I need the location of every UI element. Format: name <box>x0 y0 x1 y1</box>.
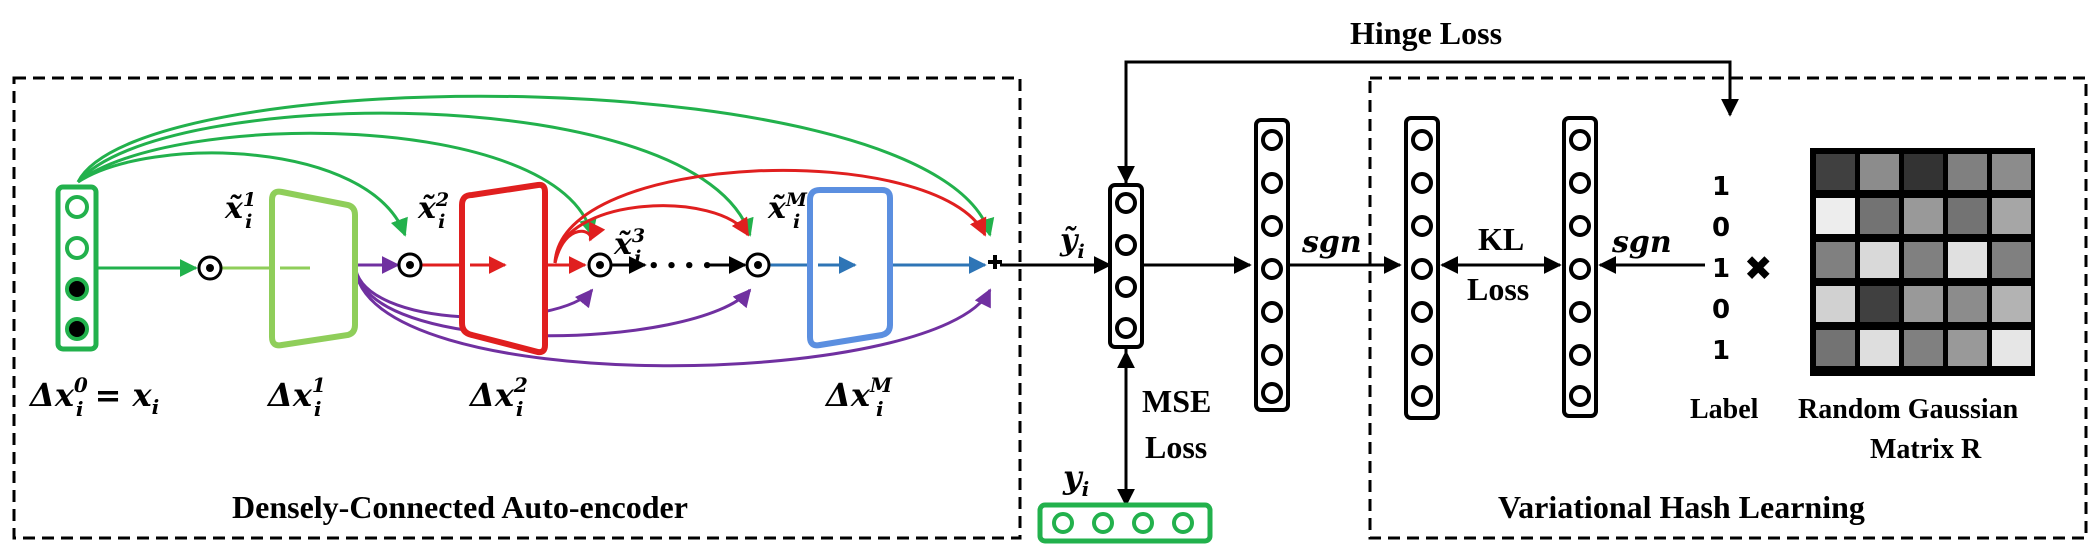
dx0-label: Δx0 i = xi <box>28 373 159 421</box>
matrix-cell <box>1948 286 1987 322</box>
dx1-label: Δx1 i <box>266 373 326 421</box>
dense-autoencoder-frame <box>12 76 1022 540</box>
xt3-label: x̃3 i <box>613 225 645 269</box>
ellipsis-dots: • • • • <box>648 256 713 277</box>
ytilde-label: ỹi <box>1059 223 1085 263</box>
matrix-cell <box>1860 154 1899 190</box>
label-bit: 0 <box>1712 213 1730 243</box>
gaussian-matrix <box>1810 148 2035 376</box>
mse-loss-label-2: Loss <box>1145 429 1207 465</box>
sgn-label-left: sgn <box>1301 225 1362 260</box>
matrix-cell <box>1904 286 1943 322</box>
layer1-skip-connections <box>353 264 992 368</box>
matrix-cell <box>1904 198 1943 234</box>
label-bits: 1 0 1 0 1 <box>1712 172 1730 366</box>
yi-label: yi <box>1062 458 1089 501</box>
matrix-cell <box>1816 286 1855 322</box>
odot-node-M <box>745 252 771 278</box>
target-vector <box>1037 502 1213 544</box>
kl-loss-label-1: KL <box>1478 221 1524 257</box>
input-skip-connections <box>76 94 995 237</box>
sgn-label-right: sgn <box>1611 225 1672 260</box>
dxM-label: ΔxM i <box>824 373 893 421</box>
matrix-cell <box>1860 286 1899 322</box>
latent-vector <box>1108 183 1144 349</box>
matrix-cell <box>1992 198 2031 234</box>
matrix-cell <box>1992 242 2031 278</box>
block-dx2 <box>459 181 548 356</box>
matrix-cell <box>1948 242 1987 278</box>
xtM-label: x̃M i <box>767 189 808 233</box>
vhl-vector-b <box>1562 116 1598 418</box>
matrix-cell <box>1816 330 1855 366</box>
matrix-cell <box>1860 198 1899 234</box>
vhl-vector-a <box>1404 116 1440 420</box>
hash-vector <box>1254 118 1290 412</box>
label-bit: 1 <box>1712 172 1730 202</box>
block-dxM <box>807 187 893 349</box>
label-caption: Label <box>1690 394 1759 425</box>
matrix-cell <box>1816 154 1855 190</box>
matrix-cell <box>1948 154 1987 190</box>
xt1-label: x̃1 i <box>224 189 256 233</box>
dx2-label: Δx2 i <box>468 373 528 421</box>
multiply-icon: ✖ <box>1744 249 1773 289</box>
matrix-cell <box>1860 330 1899 366</box>
matrix-cell <box>1948 198 1987 234</box>
odot-node-2 <box>397 252 423 278</box>
odot-node-3 <box>587 252 613 278</box>
matrix-cell <box>1992 330 2031 366</box>
matrix-cell <box>1904 242 1943 278</box>
dense-autoencoder-title: Densely-Connected Auto-encoder <box>232 489 688 525</box>
xt2-label: x̃2 i <box>417 189 449 233</box>
matrix-cell <box>1948 330 1987 366</box>
matrix-caption-1: Random Gaussian <box>1798 394 2019 425</box>
label-bit: 0 <box>1712 295 1730 325</box>
matrix-cell <box>1904 154 1943 190</box>
matrix-cell <box>1992 286 2031 322</box>
mse-loss-label-1: MSE <box>1142 383 1211 419</box>
matrix-cell <box>1816 242 1855 278</box>
block-dx1 <box>269 188 358 349</box>
plus-node <box>988 255 1002 269</box>
label-bit: 1 <box>1712 254 1730 284</box>
matrix-cell <box>1904 330 1943 366</box>
kl-loss-label-2: Loss <box>1467 271 1529 307</box>
matrix-cell <box>1816 198 1855 234</box>
layer2-skip-connections <box>553 168 987 264</box>
odot-node-1 <box>197 255 223 281</box>
matrix-cell <box>1860 242 1899 278</box>
matrix-caption-2: Matrix R <box>1870 434 1982 465</box>
matrix-cell <box>1992 154 2031 190</box>
label-bit: 1 <box>1712 336 1730 366</box>
variational-hash-title: Variational Hash Learning <box>1498 489 1865 525</box>
input-vector <box>55 184 99 352</box>
hinge-loss-label: Hinge Loss <box>1350 15 1502 51</box>
